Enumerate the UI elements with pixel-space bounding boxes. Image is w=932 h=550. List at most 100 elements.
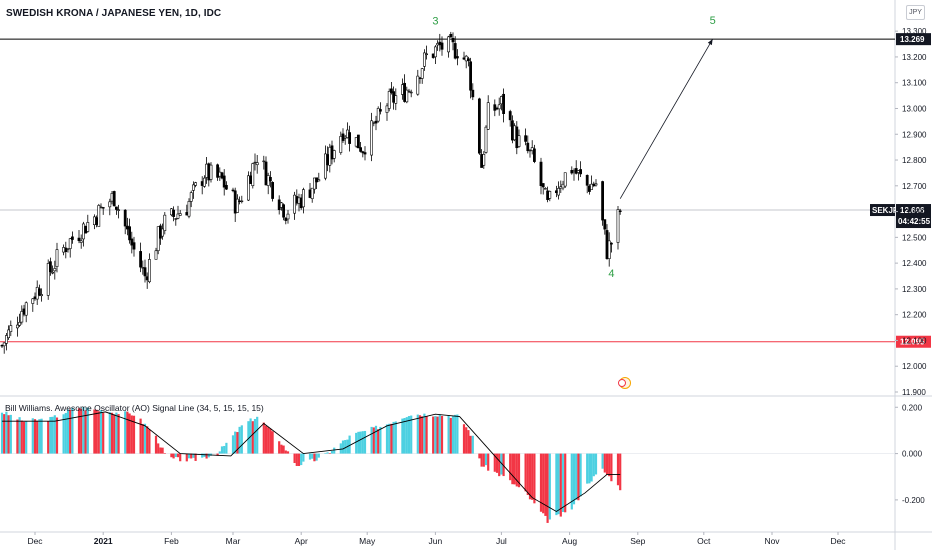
price-tick-label: 12.900 [902,130,927,139]
ao-bar [139,418,142,454]
candle-body [141,267,145,269]
candle-body [374,120,378,124]
ao-bar [293,453,296,464]
ao-bar [531,453,534,500]
ao-bar [592,453,595,477]
ao-bar [526,453,529,496]
time-tick-label: Nov [764,536,780,546]
candle-body [187,201,191,217]
currency-button[interactable]: JPY [906,5,925,20]
ao-bar [190,453,193,459]
candle-body [515,126,519,149]
ao-bar [542,453,545,514]
candle-body [574,168,578,174]
ao-bar [234,431,237,454]
candle-body [130,238,134,246]
ao-bar [110,412,114,454]
ao-bar [38,419,41,454]
candle-body [231,189,235,192]
ao-bar [482,453,485,467]
ao-bar [469,435,472,454]
candle-body [356,134,360,149]
candle-body [561,183,565,189]
candle-body [409,91,413,94]
ao-bar [456,414,459,454]
candle-body [174,218,178,220]
candle-body [546,190,550,200]
ao-bar [62,414,65,454]
ao-bar [355,432,358,454]
ao-bar [561,453,565,512]
price-tick-label: 13.100 [902,79,927,88]
ao-bar [603,453,606,473]
candle-body [394,95,398,104]
ao-bar [201,453,204,458]
ao-bar [187,453,191,459]
ao-bar [269,428,272,454]
ao-bar [264,425,268,454]
candle-body [2,342,6,347]
candle-body [20,311,24,323]
ao-bar [394,421,397,454]
ao-bar [240,425,243,454]
time-tick-label: May [359,536,376,546]
candle-body [262,160,266,163]
candle-body [185,212,189,216]
ao-bar [498,453,501,477]
ao-bar [315,453,318,461]
candle-body [31,298,35,304]
ao-bar [286,451,290,454]
indicator-title: Bill Williams. Awesome Oscillator (AO) S… [5,403,264,413]
candle-body [484,126,488,153]
resistance-price-label: 13.269 [900,35,925,44]
candle-body [422,52,426,67]
ao-bar [440,415,444,454]
candle-body [405,89,409,103]
candle-body [53,268,57,272]
candle-body [557,188,561,196]
ao-bar [69,409,72,454]
candle-body [310,187,314,199]
candle-body [499,96,503,105]
ao-bar [616,453,620,486]
awesome-oscillator-series [0,407,895,523]
candle-body [403,82,407,102]
ao-bar [141,423,144,454]
last-price-tag [896,204,931,229]
candle-body [471,89,475,98]
candle-body [392,91,396,103]
candle-body [205,163,209,178]
candlestick-series [0,31,622,354]
ao-bar [82,407,85,454]
price-tick-label: 13.000 [902,104,927,113]
last-price-label: 12.606 [900,206,925,215]
time-tick-label: Dec [830,536,846,546]
candle-body [447,36,451,53]
candle-body [372,122,376,124]
ao-bar [253,418,257,454]
countdown-label: 04:42:55 [898,217,931,226]
candle-body [22,308,26,315]
candle-body [126,225,129,230]
candle-body [79,240,83,243]
price-tick-label: 12.600 [902,208,927,217]
candle-body [101,207,105,209]
candle-body [480,154,484,168]
candle-body [139,251,143,268]
ao-bar [302,453,305,462]
ao-bar [115,412,118,454]
ao-bar [471,435,474,454]
candle-body [189,192,193,202]
ao-bar [462,424,466,454]
ao-bar [557,453,560,515]
candle-body [48,261,52,273]
candle-body [559,186,563,189]
candle-body [348,132,352,144]
ao-bar [339,443,342,454]
ao-bar [317,453,320,458]
wave-label-3: 3 [432,16,438,28]
ao-bar [511,453,514,485]
candle-body [618,210,622,213]
candle-body [9,325,13,332]
